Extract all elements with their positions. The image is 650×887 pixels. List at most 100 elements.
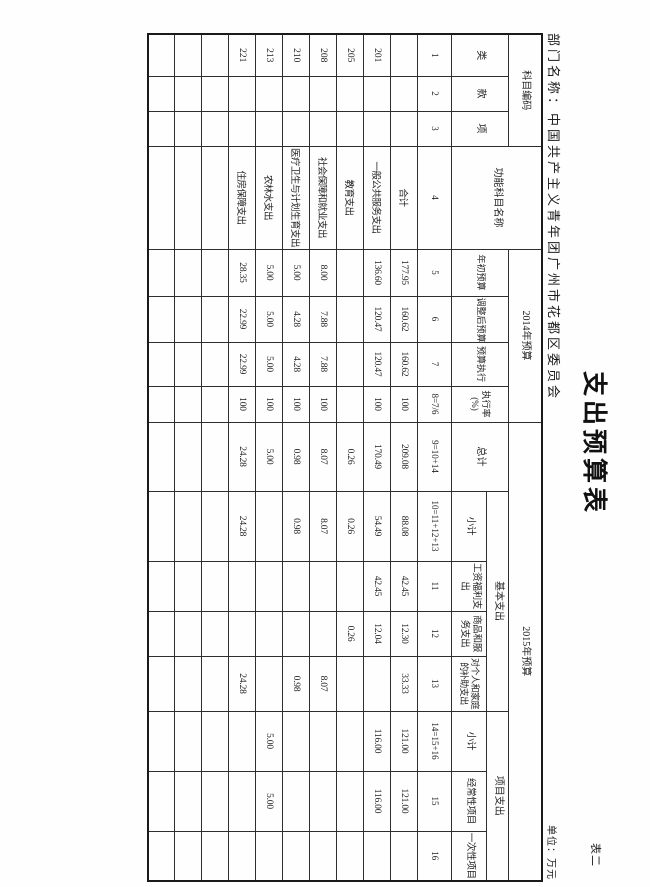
cell-amount: 121.00 bbox=[391, 711, 418, 771]
cell-amount bbox=[364, 831, 391, 881]
cell-amount bbox=[148, 561, 175, 611]
table-row: 208 社会保障和就业支出 8.00 7.88 7.88 100 8.07 8.07 8.07 bbox=[310, 34, 337, 881]
cell-amount bbox=[310, 611, 337, 656]
cell-amount bbox=[202, 711, 229, 771]
cell-amount bbox=[202, 831, 229, 881]
cell-amount bbox=[202, 342, 229, 386]
cell-subject-code bbox=[337, 76, 364, 111]
cell-amount: 160.62 bbox=[391, 342, 418, 386]
cell-amount bbox=[202, 491, 229, 561]
header-budget-2015: 2015年预算 bbox=[509, 422, 542, 881]
cell-amount bbox=[310, 711, 337, 771]
cell-amount: 22.99 bbox=[229, 296, 256, 342]
cell-amount bbox=[148, 249, 175, 296]
cell-subject-name: 合计 bbox=[391, 146, 418, 249]
cell-amount bbox=[229, 771, 256, 831]
cell-amount: 24.28 bbox=[229, 491, 256, 561]
cell-subject-name: 社会保障和就业支出 bbox=[310, 146, 337, 249]
cell-amount: 8.07 bbox=[310, 491, 337, 561]
table-body: 合计 177.95 160.62 160.62 100 209.08 88.08 42.45 1… bbox=[148, 34, 418, 881]
table-row: 210 医疗卫生与计划生育支出 5.00 4.28 4.28 100 0.98 0.98 0.9… bbox=[283, 34, 310, 881]
cell-amount: 0.26 bbox=[337, 611, 364, 656]
cell-amount bbox=[283, 561, 310, 611]
header-individual-family-subsidy: 对个人和家庭的补助支出 bbox=[452, 656, 487, 711]
cell-subject-code bbox=[310, 111, 337, 146]
header-salary-welfare: 工资福利支出 bbox=[452, 561, 487, 611]
cell-amount bbox=[148, 342, 175, 386]
cell-amount bbox=[175, 831, 202, 881]
cell-subject-name: 农林水支出 bbox=[256, 146, 283, 249]
cell-amount bbox=[391, 831, 418, 881]
header-adjusted-budget: 调整后预算 bbox=[452, 296, 509, 343]
col-num: 4 bbox=[418, 146, 452, 249]
header-budget-executed: 预算执行 bbox=[452, 342, 509, 386]
cell-amount: 0.98 bbox=[283, 422, 310, 491]
cell-amount bbox=[256, 656, 283, 711]
cell-amount bbox=[175, 386, 202, 422]
header-project-expense: 项目支出 bbox=[487, 711, 509, 881]
cell-subject-name bbox=[202, 146, 229, 249]
col-num: 3 bbox=[418, 111, 452, 146]
cell-amount: 54.49 bbox=[364, 491, 391, 561]
cell-amount bbox=[175, 561, 202, 611]
cell-amount bbox=[202, 611, 229, 656]
cell-amount bbox=[202, 561, 229, 611]
cell-subject-code: 208 bbox=[310, 34, 337, 76]
cell-subject-code bbox=[148, 34, 175, 76]
cell-amount: 100 bbox=[229, 386, 256, 422]
cell-amount bbox=[364, 656, 391, 711]
cell-subject-code: 201 bbox=[364, 34, 391, 76]
cell-amount bbox=[256, 561, 283, 611]
cell-subject-code bbox=[202, 76, 229, 111]
header-regular-project: 经常性项目 bbox=[452, 771, 487, 831]
cell-amount bbox=[148, 491, 175, 561]
cell-amount bbox=[202, 296, 229, 342]
header-item: 项 bbox=[452, 111, 509, 146]
cell-amount: 100 bbox=[256, 386, 283, 422]
cell-amount bbox=[337, 831, 364, 881]
department-name-label: 部门名称：中国共产主义青年团广州市花都区委员会 bbox=[546, 33, 561, 402]
cell-amount bbox=[283, 711, 310, 771]
header-section: 款 bbox=[452, 76, 509, 111]
header-initial-budget: 年初预算 bbox=[452, 249, 509, 296]
cell-amount: 8.07 bbox=[310, 422, 337, 491]
cell-amount: 170.49 bbox=[364, 422, 391, 491]
cell-subject-code: 213 bbox=[256, 34, 283, 76]
cell-amount: 116.00 bbox=[364, 771, 391, 831]
cell-amount bbox=[175, 771, 202, 831]
cell-amount bbox=[337, 296, 364, 342]
cell-amount bbox=[175, 296, 202, 342]
cell-subject-name: 教育支出 bbox=[337, 146, 364, 249]
col-num: 1 bbox=[418, 34, 452, 76]
cell-amount bbox=[148, 296, 175, 342]
cell-amount: 12.04 bbox=[364, 611, 391, 656]
cell-amount bbox=[148, 386, 175, 422]
cell-amount: 5.00 bbox=[283, 249, 310, 296]
cell-amount bbox=[148, 831, 175, 881]
cell-amount: 7.88 bbox=[310, 342, 337, 386]
cell-amount bbox=[310, 561, 337, 611]
cell-amount: 12.30 bbox=[391, 611, 418, 656]
cell-amount: 120.47 bbox=[364, 342, 391, 386]
cell-amount bbox=[202, 656, 229, 711]
cell-amount bbox=[310, 831, 337, 881]
cell-amount bbox=[229, 611, 256, 656]
cell-subject-code bbox=[256, 76, 283, 111]
col-num: 16 bbox=[418, 831, 452, 881]
col-num: 14=15+16 bbox=[418, 711, 452, 771]
cell-subject-code bbox=[148, 111, 175, 146]
cell-subject-code bbox=[283, 111, 310, 146]
cell-amount bbox=[175, 611, 202, 656]
header-project-subtotal: 小计 bbox=[452, 711, 487, 771]
cell-amount bbox=[229, 831, 256, 881]
col-num: 8=7/6 bbox=[418, 386, 452, 422]
cell-amount bbox=[148, 771, 175, 831]
cell-amount bbox=[148, 711, 175, 771]
cell-amount: 100 bbox=[283, 386, 310, 422]
header-basic-expense: 基本支出 bbox=[487, 491, 509, 711]
cell-amount: 4.28 bbox=[283, 342, 310, 386]
cell-amount: 24.28 bbox=[229, 422, 256, 491]
cell-amount: 0.26 bbox=[337, 491, 364, 561]
cell-amount bbox=[283, 831, 310, 881]
